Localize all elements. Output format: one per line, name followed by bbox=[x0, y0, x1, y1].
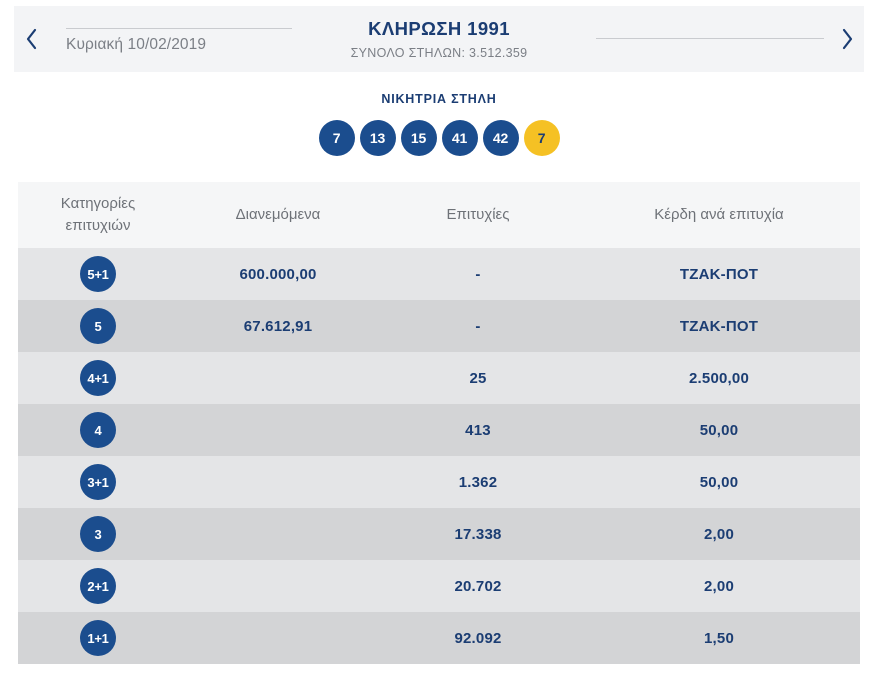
cell-category: 5+1 bbox=[18, 256, 178, 292]
draw-navigation-header: Κυριακή 10/02/2019 ΚΛΗΡΩΣΗ 1991 ΣΥΝΟΛΟ Σ… bbox=[14, 6, 864, 72]
column-header-prize-per-win: Κέρδη ανά επιτυχία bbox=[654, 206, 784, 224]
chevron-left-icon bbox=[25, 28, 38, 50]
winning-number-ball: 13 bbox=[359, 120, 396, 156]
cell-wins: 1.362 bbox=[458, 473, 498, 491]
cell-category: 5 bbox=[18, 308, 178, 344]
cell-category: 4+1 bbox=[18, 360, 178, 396]
bonus-number-ball: 7 bbox=[523, 120, 560, 156]
cell-wins: - bbox=[475, 317, 481, 335]
cell-wins: 25 bbox=[469, 369, 487, 387]
previous-draw-date: Κυριακή 10/02/2019 bbox=[66, 36, 207, 53]
cell-wins: 17.338 bbox=[454, 525, 502, 543]
cell-distributed: 67.612,91 bbox=[243, 317, 313, 335]
cell-prize-per-win: ΤΖΑΚ-ΠΟΤ bbox=[679, 317, 759, 335]
category-badge: 2+1 bbox=[80, 568, 116, 604]
previous-draw-label-group[interactable]: Κυριακή 10/02/2019 bbox=[48, 24, 298, 54]
chevron-right-icon bbox=[841, 28, 854, 50]
next-rule-divider bbox=[596, 37, 824, 39]
winning-number-ball: 42 bbox=[482, 120, 519, 156]
page-title: ΚΛΗΡΩΣΗ 1991 bbox=[368, 18, 510, 39]
column-header-category-line1: Κατηγορίες bbox=[60, 195, 136, 213]
cell-category: 1+1 bbox=[18, 620, 178, 656]
category-badge: 5+1 bbox=[80, 256, 116, 292]
table-row: 2+1 20.702 2,00 bbox=[18, 560, 860, 612]
cell-prize-per-win: 2,00 bbox=[704, 577, 734, 595]
winning-number-ball: 7 bbox=[318, 120, 355, 156]
category-badge: 1+1 bbox=[80, 620, 116, 656]
cell-category: 3+1 bbox=[18, 464, 178, 500]
winning-number-ball: 15 bbox=[400, 120, 437, 156]
cell-prize-per-win: 2.500,00 bbox=[689, 369, 749, 387]
table-row: 5+1 600.000,00 - ΤΖΑΚ-ΠΟΤ bbox=[18, 248, 860, 300]
next-draw-button[interactable] bbox=[830, 6, 864, 72]
draw-title-group: ΚΛΗΡΩΣΗ 1991 ΣΥΝΟΛΟ ΣΤΗΛΩΝ: 3.512.359 bbox=[298, 18, 580, 60]
category-badge: 4+1 bbox=[80, 360, 116, 396]
table-row: 4+1 25 2.500,00 bbox=[18, 352, 860, 404]
previous-draw-button[interactable] bbox=[14, 6, 48, 72]
cell-wins: 413 bbox=[465, 421, 491, 439]
table-body: 5+1 600.000,00 - ΤΖΑΚ-ΠΟΤ 5 67.612,91 - ΤΖΑΚ-ΠΟ… bbox=[18, 248, 860, 664]
total-columns-label: ΣΥΝΟΛΟ ΣΤΗΛΩΝ: 3.512.359 bbox=[350, 46, 528, 60]
cell-category: 3 bbox=[18, 516, 178, 552]
table-row: 3 17.338 2,00 bbox=[18, 508, 860, 560]
table-row: 1+1 92.092 1,50 bbox=[18, 612, 860, 664]
table-row: 4 413 50,00 bbox=[18, 404, 860, 456]
column-header-distributed: Διανεμόμενα bbox=[235, 206, 321, 224]
cell-wins: - bbox=[475, 265, 481, 283]
table-row: 5 67.612,91 - ΤΖΑΚ-ΠΟΤ bbox=[18, 300, 860, 352]
prize-breakdown-table: Κατηγορίες επιτυχιών Διανεμόμενα Επιτυχί… bbox=[18, 182, 860, 664]
category-badge: 3 bbox=[80, 516, 116, 552]
column-header-wins: Επιτυχίες bbox=[446, 206, 510, 224]
cell-category: 2+1 bbox=[18, 568, 178, 604]
cell-prize-per-win: 50,00 bbox=[699, 421, 739, 439]
previous-rule-divider bbox=[66, 28, 292, 29]
category-badge: 3+1 bbox=[80, 464, 116, 500]
table-header-row: Κατηγορίες επιτυχιών Διανεμόμενα Επιτυχί… bbox=[18, 182, 860, 248]
cell-prize-per-win: 2,00 bbox=[704, 525, 734, 543]
winning-number-ball: 41 bbox=[441, 120, 478, 156]
column-header-category-line2: επιτυχιών bbox=[65, 217, 131, 234]
category-badge: 4 bbox=[80, 412, 116, 448]
cell-wins: 92.092 bbox=[454, 629, 502, 647]
winning-numbers-title: ΝΙΚΗΤΡΙΑ ΣΤΗΛΗ bbox=[381, 92, 497, 106]
winning-numbers-list: 7 13 15 41 42 7 bbox=[318, 120, 560, 156]
next-draw-label-group[interactable] bbox=[580, 37, 830, 41]
column-header-category: Κατηγορίες επιτυχιών bbox=[18, 193, 178, 237]
table-row: 3+1 1.362 50,00 bbox=[18, 456, 860, 508]
cell-prize-per-win: 1,50 bbox=[704, 629, 734, 647]
category-badge: 5 bbox=[80, 308, 116, 344]
cell-category: 4 bbox=[18, 412, 178, 448]
cell-wins: 20.702 bbox=[454, 577, 502, 595]
cell-distributed: 600.000,00 bbox=[239, 265, 317, 283]
winning-numbers-section: ΝΙΚΗΤΡΙΑ ΣΤΗΛΗ 7 13 15 41 42 7 bbox=[0, 92, 878, 156]
cell-prize-per-win: ΤΖΑΚ-ΠΟΤ bbox=[679, 265, 759, 283]
cell-prize-per-win: 50,00 bbox=[699, 473, 739, 491]
